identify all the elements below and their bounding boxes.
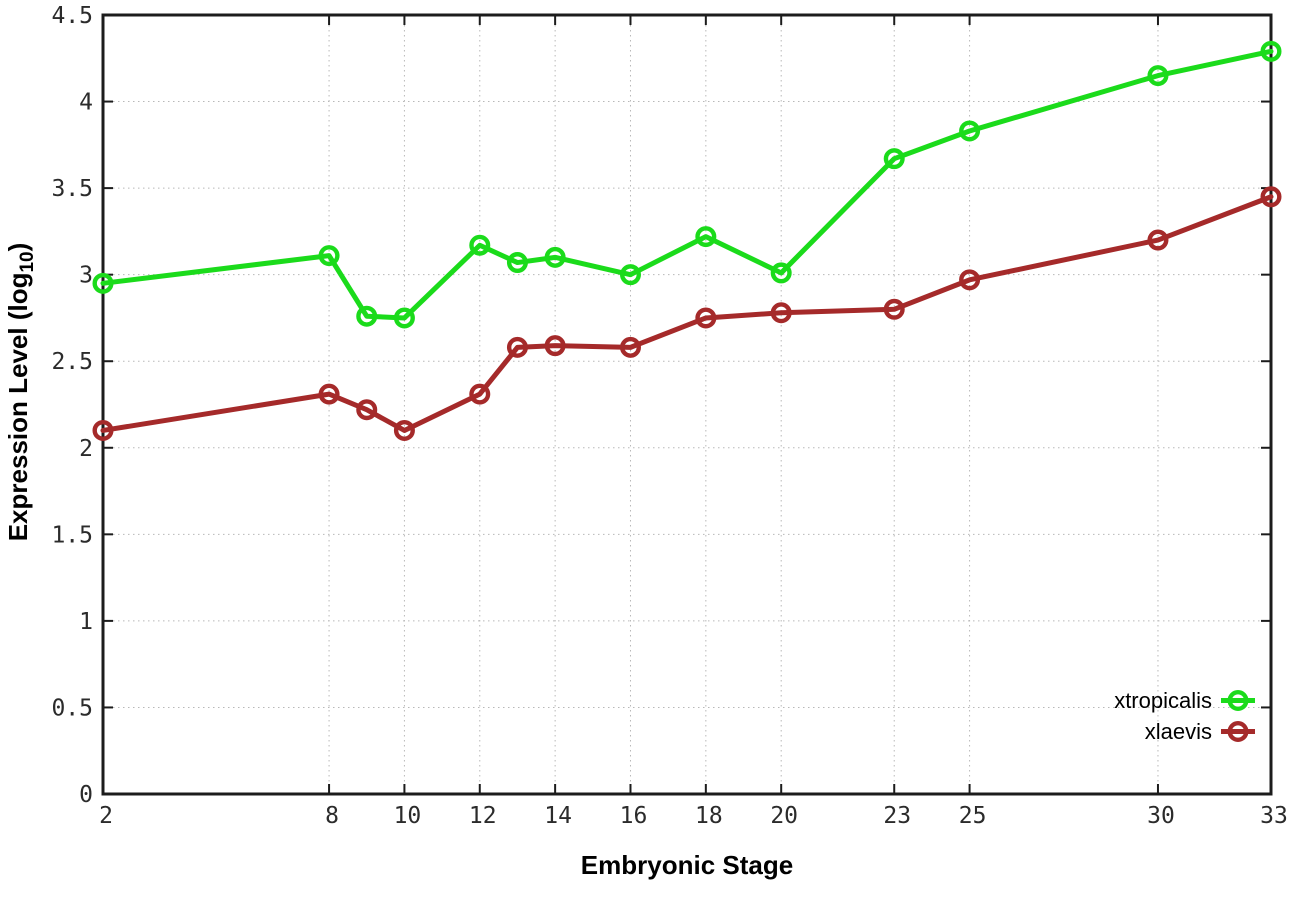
data-point-xtropicalis xyxy=(318,245,340,267)
x-tick-label: 2 xyxy=(99,803,113,829)
y-tick-label: 2.5 xyxy=(51,349,93,375)
data-point-xtropicalis xyxy=(883,148,905,170)
data-point-xlaevis xyxy=(883,298,905,320)
y-tick-label: 4 xyxy=(79,90,93,116)
x-tick-label: 12 xyxy=(469,803,497,829)
data-series xyxy=(92,40,1282,441)
x-tick-label: 16 xyxy=(620,803,648,829)
x-tick-label: 33 xyxy=(1260,803,1288,829)
data-point-xlaevis xyxy=(356,399,378,421)
x-axis-title: Embryonic Stage xyxy=(581,850,793,880)
x-tick-label: 23 xyxy=(883,803,911,829)
x-tick-label: 20 xyxy=(770,803,798,829)
axis-tick-labels: 2 8 10 12 14 16 18 20 23 25 30 33 0 0.5 1 1.5 2 2.5 3 3.5 4 4… xyxy=(51,3,1287,829)
data-point-xtropicalis xyxy=(695,226,717,248)
plot-border xyxy=(101,13,1273,796)
y-tick-label: 4.5 xyxy=(51,3,93,29)
y-tick-label: 1.5 xyxy=(51,522,93,548)
y-axis-title: Expression Level (log10) xyxy=(3,243,38,542)
x-tick-label: 25 xyxy=(959,803,987,829)
data-point-xlaevis xyxy=(1260,186,1282,208)
y-tick-label: 2 xyxy=(79,436,93,462)
data-point-xlaevis xyxy=(544,335,566,357)
data-point-xtropicalis xyxy=(506,252,528,274)
data-point-xtropicalis xyxy=(1147,65,1169,87)
data-point-xlaevis xyxy=(959,269,981,291)
legend-marker-xtropicalis xyxy=(1227,690,1249,712)
data-point-xlaevis xyxy=(770,302,792,324)
data-point-xtropicalis xyxy=(959,120,981,142)
data-point-xtropicalis xyxy=(544,246,566,268)
data-point-xlaevis xyxy=(393,419,415,441)
y-tick-label: 1 xyxy=(79,609,93,635)
data-point-xtropicalis xyxy=(393,307,415,329)
series-line-xtropicalis xyxy=(100,48,1274,321)
data-point-xlaevis xyxy=(92,419,114,441)
x-tick-label: 18 xyxy=(695,803,723,829)
x-tick-label: 30 xyxy=(1147,803,1175,829)
data-point-xtropicalis xyxy=(356,305,378,327)
data-point-xtropicalis xyxy=(1260,40,1282,62)
data-point-xlaevis xyxy=(469,383,491,405)
legend-item-xtropicalis: xtropicalis xyxy=(1114,688,1255,713)
y-tick-label: 3.5 xyxy=(51,176,93,202)
data-point-xtropicalis xyxy=(469,234,491,256)
data-point-xlaevis xyxy=(619,336,641,358)
legend-marker-xlaevis xyxy=(1227,721,1249,743)
data-point-xtropicalis xyxy=(92,272,114,294)
data-point-xlaevis xyxy=(506,336,528,358)
data-point-xtropicalis xyxy=(619,264,641,286)
x-tick-label: 14 xyxy=(544,803,572,829)
x-tick-label: 8 xyxy=(325,803,339,829)
y-tick-label: 0.5 xyxy=(51,695,93,721)
y-axis-title-subscript: 10 xyxy=(17,251,38,272)
series-line-xlaevis xyxy=(100,194,1274,433)
data-point-xlaevis xyxy=(695,307,717,329)
data-point-xtropicalis xyxy=(770,262,792,284)
y-tick-label: 3 xyxy=(79,263,93,289)
legend-item-xlaevis: xlaevis xyxy=(1145,719,1255,744)
y-axis-title-close: ) xyxy=(3,243,33,252)
x-tick-label: 10 xyxy=(394,803,422,829)
data-point-xlaevis xyxy=(318,383,340,405)
legend-label-xtropicalis: xtropicalis xyxy=(1114,688,1212,713)
y-axis-title-main: Expression Level (log xyxy=(3,273,33,542)
legend-label-xlaevis: xlaevis xyxy=(1145,719,1212,744)
y-tick-label: 0 xyxy=(79,782,93,808)
data-point-xlaevis xyxy=(1147,229,1169,251)
legend: xtropicalis xlaevis xyxy=(1114,688,1255,744)
plot-border-box xyxy=(101,13,1273,796)
